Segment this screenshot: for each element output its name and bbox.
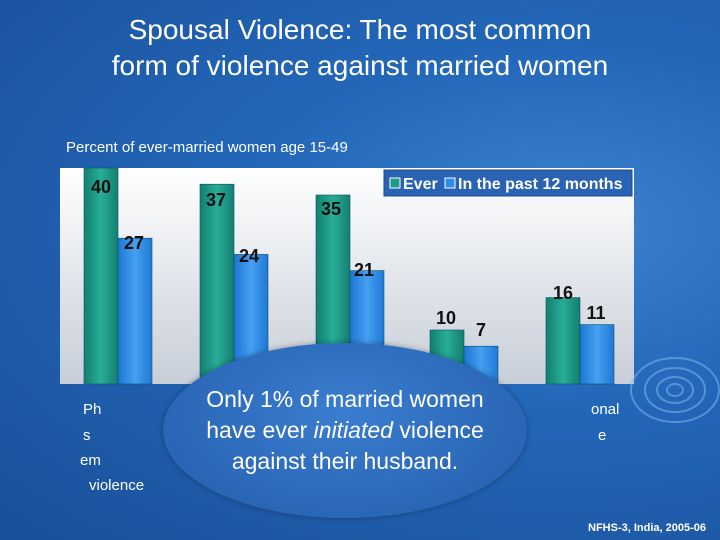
- legend-swatch-ever: [389, 177, 401, 189]
- category-label-5-line-1: onal: [591, 401, 620, 418]
- category-label-1-line-1: Ph: [83, 401, 102, 418]
- legend-swatch-past-12-months: [444, 177, 456, 189]
- data-label-past-12-months-1: 27: [124, 233, 144, 253]
- bar-ever-1: [83, 167, 119, 385]
- callout-text-after: violence against their husband.: [231, 417, 484, 474]
- data-label-past-12-months-4: 7: [476, 320, 486, 340]
- legend-box: [383, 169, 633, 197]
- category-label-5-line-2: e: [598, 427, 607, 444]
- legend-label-past-12-months: In the past 12 months: [458, 176, 623, 193]
- data-label-ever-4: 10: [436, 308, 456, 328]
- bar-ever-2: [199, 183, 235, 385]
- bar-past-12-months-1: [117, 237, 153, 385]
- data-label-ever-2: 37: [206, 190, 226, 210]
- title-line-1: Spousal Violence: The most common: [128, 14, 592, 45]
- data-label-past-12-months-2: 24: [239, 246, 259, 266]
- category-label-1-line-2: s: [83, 427, 91, 444]
- callout-text: Only 1% of married women have ever initi…: [180, 384, 510, 477]
- source-note: NFHS-3, India, 2005-06: [588, 522, 706, 534]
- callout-bubble: Only 1% of married women have ever initi…: [163, 343, 527, 518]
- title-line-2: form of violence against married women: [111, 50, 609, 81]
- ripple-decoration: [630, 357, 720, 423]
- callout-emphasis: initiated: [313, 417, 393, 443]
- slide-title: Spousal Violence: The most common form o…: [0, 12, 720, 84]
- data-label-ever-3: 35: [321, 199, 341, 219]
- bar-past-12-months-5: [579, 324, 615, 385]
- bar-ever-5: [545, 297, 581, 385]
- data-label-past-12-months-3: 21: [354, 260, 374, 280]
- category-label-1-line-4: violence: [89, 477, 145, 494]
- chart-subtitle: Percent of ever-married women age 15-49: [66, 139, 348, 156]
- data-label-ever-1: 40: [91, 177, 111, 197]
- category-label-1-line-3: em: [80, 452, 101, 469]
- data-label-past-12-months-5: 11: [586, 303, 605, 323]
- data-label-ever-5: 16: [553, 283, 573, 303]
- callout-text-before: Only 1% of married women have ever: [206, 386, 484, 443]
- legend-label-ever: Ever: [403, 176, 438, 193]
